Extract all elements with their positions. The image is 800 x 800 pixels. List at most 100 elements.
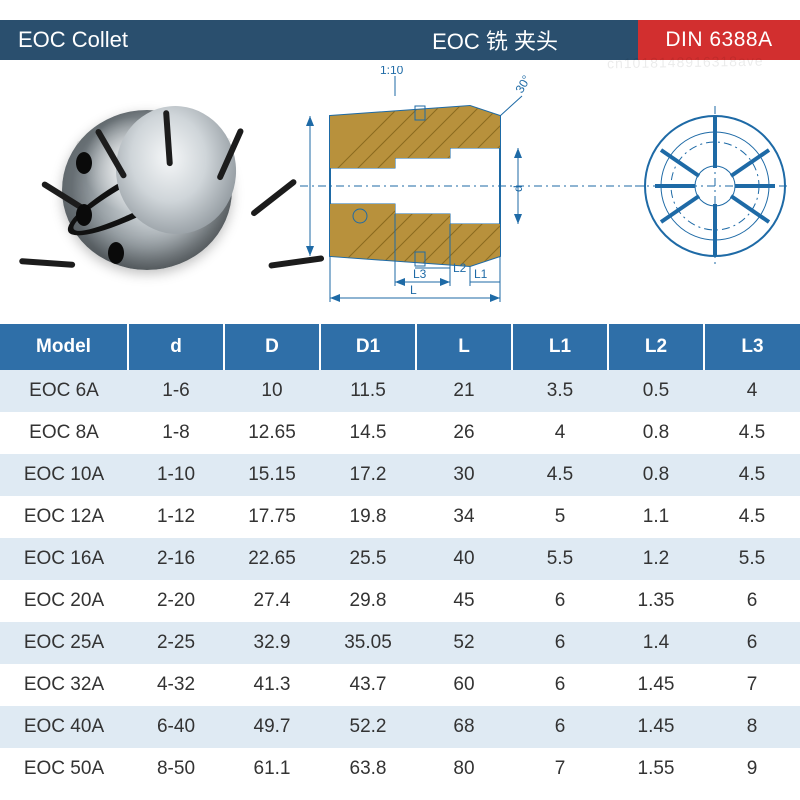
table-row: EOC 12A1-1217.7519.83451.14.5 bbox=[0, 496, 800, 538]
table-cell: 1-10 bbox=[128, 454, 224, 496]
table-cell: 6 bbox=[704, 622, 800, 664]
table-cell: 26 bbox=[416, 412, 512, 454]
table-body: EOC 6A1-61011.5213.50.54EOC 8A1-812.6514… bbox=[0, 370, 800, 790]
header-left: EOC Collet EOC 铣 夹头 bbox=[0, 20, 638, 60]
table-cell: EOC 16A bbox=[0, 538, 128, 580]
title-english: EOC Collet bbox=[18, 27, 128, 53]
table-row: EOC 50A8-5061.163.88071.559 bbox=[0, 748, 800, 790]
table-row: EOC 10A1-1015.1517.2304.50.84.5 bbox=[0, 454, 800, 496]
table-cell: 4.5 bbox=[704, 496, 800, 538]
table-cell: 17.75 bbox=[224, 496, 320, 538]
table-cell: 0.8 bbox=[608, 412, 704, 454]
table-cell: 5.5 bbox=[704, 538, 800, 580]
table-cell: 15.15 bbox=[224, 454, 320, 496]
table-cell: 30 bbox=[416, 454, 512, 496]
table-cell: 21 bbox=[416, 370, 512, 412]
table-cell: EOC 10A bbox=[0, 454, 128, 496]
table-row: EOC 6A1-61011.5213.50.54 bbox=[0, 370, 800, 412]
table-cell: 0.8 bbox=[608, 454, 704, 496]
table-header-cell: L3 bbox=[704, 324, 800, 370]
table-cell: 7 bbox=[704, 664, 800, 706]
dim-D: D bbox=[300, 181, 303, 190]
table-header-cell: D1 bbox=[320, 324, 416, 370]
table-cell: 35.05 bbox=[320, 622, 416, 664]
table-cell: 1-8 bbox=[128, 412, 224, 454]
table-header-row: ModeldDD1LL1L2L3 bbox=[0, 324, 800, 370]
table-cell: 6 bbox=[512, 580, 608, 622]
title-chinese: EOC 铣 夹头 bbox=[432, 24, 558, 56]
table-cell: 60 bbox=[416, 664, 512, 706]
table-cell: 52 bbox=[416, 622, 512, 664]
table-cell: 12.65 bbox=[224, 412, 320, 454]
dim-L3: L3 bbox=[413, 267, 427, 281]
table-cell: 4.5 bbox=[704, 412, 800, 454]
table-cell: 6-40 bbox=[128, 706, 224, 748]
table-cell: 1.45 bbox=[608, 664, 704, 706]
dim-L: L bbox=[410, 283, 417, 297]
table-cell: EOC 8A bbox=[0, 412, 128, 454]
table-cell: 8-50 bbox=[128, 748, 224, 790]
table-cell: 4.5 bbox=[704, 454, 800, 496]
table-cell: 4.5 bbox=[512, 454, 608, 496]
table-cell: 14.5 bbox=[320, 412, 416, 454]
table-cell: 5 bbox=[512, 496, 608, 538]
collet-3d-render bbox=[52, 90, 252, 290]
table-cell: 27.4 bbox=[224, 580, 320, 622]
table-cell: 6 bbox=[512, 706, 608, 748]
dim-L1: L1 bbox=[474, 267, 488, 281]
table-cell: 2-20 bbox=[128, 580, 224, 622]
table-cell: 3.5 bbox=[512, 370, 608, 412]
table-cell: 45 bbox=[416, 580, 512, 622]
table-cell: 80 bbox=[416, 748, 512, 790]
table-cell: 2-25 bbox=[128, 622, 224, 664]
table-cell: 6 bbox=[512, 664, 608, 706]
table-cell: 6 bbox=[512, 622, 608, 664]
table-cell: 1.55 bbox=[608, 748, 704, 790]
table-cell: 25.5 bbox=[320, 538, 416, 580]
table-header-cell: d bbox=[128, 324, 224, 370]
table-cell: EOC 32A bbox=[0, 664, 128, 706]
table-cell: 9 bbox=[704, 748, 800, 790]
table-cell: 5.5 bbox=[512, 538, 608, 580]
table-header-cell: D bbox=[224, 324, 320, 370]
table-cell: 0.5 bbox=[608, 370, 704, 412]
table-cell: EOC 40A bbox=[0, 706, 128, 748]
table-cell: 29.8 bbox=[320, 580, 416, 622]
table-cell: 32.9 bbox=[224, 622, 320, 664]
table-row: EOC 16A2-1622.6525.5405.51.25.5 bbox=[0, 538, 800, 580]
table-row: EOC 32A4-3241.343.76061.457 bbox=[0, 664, 800, 706]
table-cell: 19.8 bbox=[320, 496, 416, 538]
table-row: EOC 8A1-812.6514.52640.84.5 bbox=[0, 412, 800, 454]
dim-d: d bbox=[511, 185, 525, 192]
table-cell: 22.65 bbox=[224, 538, 320, 580]
table-cell: 7 bbox=[512, 748, 608, 790]
table-cell: 1.35 bbox=[608, 580, 704, 622]
diagram-area: cn1018148916318ave cn1018148916318ave bbox=[0, 60, 800, 320]
table-cell: 34 bbox=[416, 496, 512, 538]
table-cell: 1.1 bbox=[608, 496, 704, 538]
table-cell: 40 bbox=[416, 538, 512, 580]
table-cell: 61.1 bbox=[224, 748, 320, 790]
table-cell: 43.7 bbox=[320, 664, 416, 706]
table-cell: EOC 6A bbox=[0, 370, 128, 412]
table-cell: EOC 25A bbox=[0, 622, 128, 664]
table-header-cell: L1 bbox=[512, 324, 608, 370]
table-cell: 63.8 bbox=[320, 748, 416, 790]
table-cell: 68 bbox=[416, 706, 512, 748]
table-cell: 1.2 bbox=[608, 538, 704, 580]
spec-table: ModeldDD1LL1L2L3 EOC 6A1-61011.5213.50.5… bbox=[0, 324, 800, 790]
taper-label: 1:10 bbox=[380, 66, 404, 77]
table-row: EOC 20A2-2027.429.84561.356 bbox=[0, 580, 800, 622]
table-cell: EOC 12A bbox=[0, 496, 128, 538]
table-header-cell: Model bbox=[0, 324, 128, 370]
table-row: EOC 25A2-2532.935.055261.46 bbox=[0, 622, 800, 664]
technical-drawing: 1:10 30° D d bbox=[300, 66, 790, 316]
table-cell: 4 bbox=[512, 412, 608, 454]
table-cell: 1.45 bbox=[608, 706, 704, 748]
table-cell: 52.2 bbox=[320, 706, 416, 748]
table-cell: 4 bbox=[704, 370, 800, 412]
table-cell: 10 bbox=[224, 370, 320, 412]
table-cell: 49.7 bbox=[224, 706, 320, 748]
angle-label: 30° bbox=[512, 73, 533, 96]
table-cell: 11.5 bbox=[320, 370, 416, 412]
